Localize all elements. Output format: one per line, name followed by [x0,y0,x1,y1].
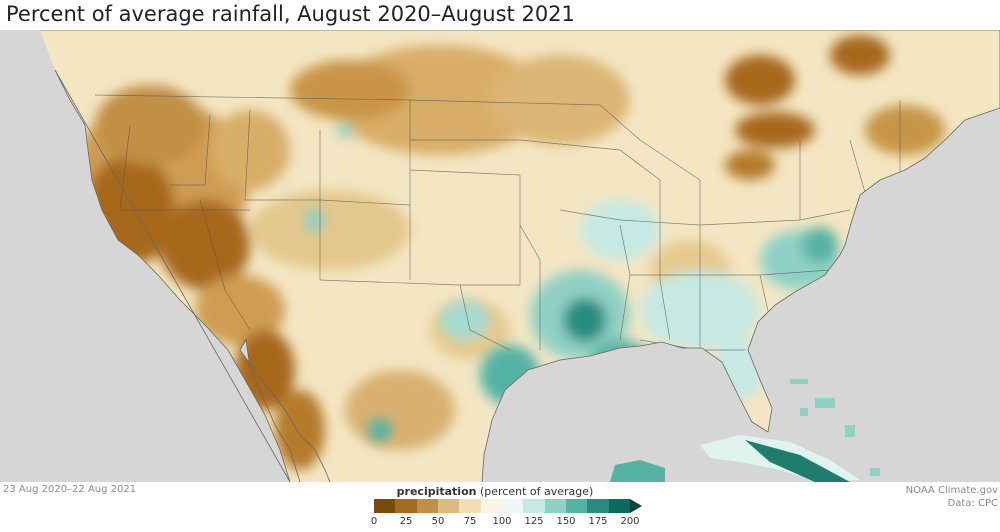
bahamas [790,379,880,476]
legend: precipitation (percent of average) 0 25 50… [360,482,650,532]
legend-swatch [416,499,438,513]
legend-title: precipitation (percent of average) [360,485,630,498]
legend-swatch [523,499,545,513]
legend-swatch [374,499,396,513]
legend-arrow [630,499,642,513]
legend-tick-label: 125 [524,516,544,527]
legend-tick-label: 50 [431,516,445,527]
legend-swatch [459,499,481,513]
legend-tick-label: 75 [463,516,477,527]
legend-tick-label: 150 [556,516,576,527]
footer: 23 Aug 2020–22 Aug 2021 precipitation (p… [0,482,1000,532]
cuba-wet-region [745,440,850,482]
legend-swatch [437,499,460,513]
rainfall-map [0,30,1000,482]
legend-swatch [480,499,502,513]
legend-tick-label: 0 [370,516,378,527]
legend-swatch [544,499,566,513]
date-range: 23 Aug 2020–22 Aug 2021 [3,484,137,495]
legend-swatch [608,499,630,513]
title-bar: Percent of average rainfall, August 2020… [0,0,1000,30]
legend-tick-label: 175 [588,516,608,527]
legend-label-bold: precipitation [396,485,477,498]
legend-swatch [395,499,417,513]
legend-swatch [565,499,588,513]
legend-tick-label: 25 [399,516,413,527]
credit-data: Data: CPC [947,498,998,509]
yucatan [610,460,665,482]
map-svg [0,30,1000,482]
legend-label-rest: (percent of average) [476,485,594,498]
credit-source: NOAA Climate.gov [905,485,998,496]
credit: NOAA Climate.gov Data: CPC [906,484,998,510]
state-borders [94,94,901,351]
map-title: Percent of average rainfall, August 2020… [6,2,575,26]
legend-swatch [501,499,524,513]
legend-color-bar [374,499,630,513]
coastline [40,30,1000,482]
legend-tick-label: 100 [492,516,512,527]
legend-swatch [587,499,609,513]
legend-tick-label: 200 [620,516,640,527]
